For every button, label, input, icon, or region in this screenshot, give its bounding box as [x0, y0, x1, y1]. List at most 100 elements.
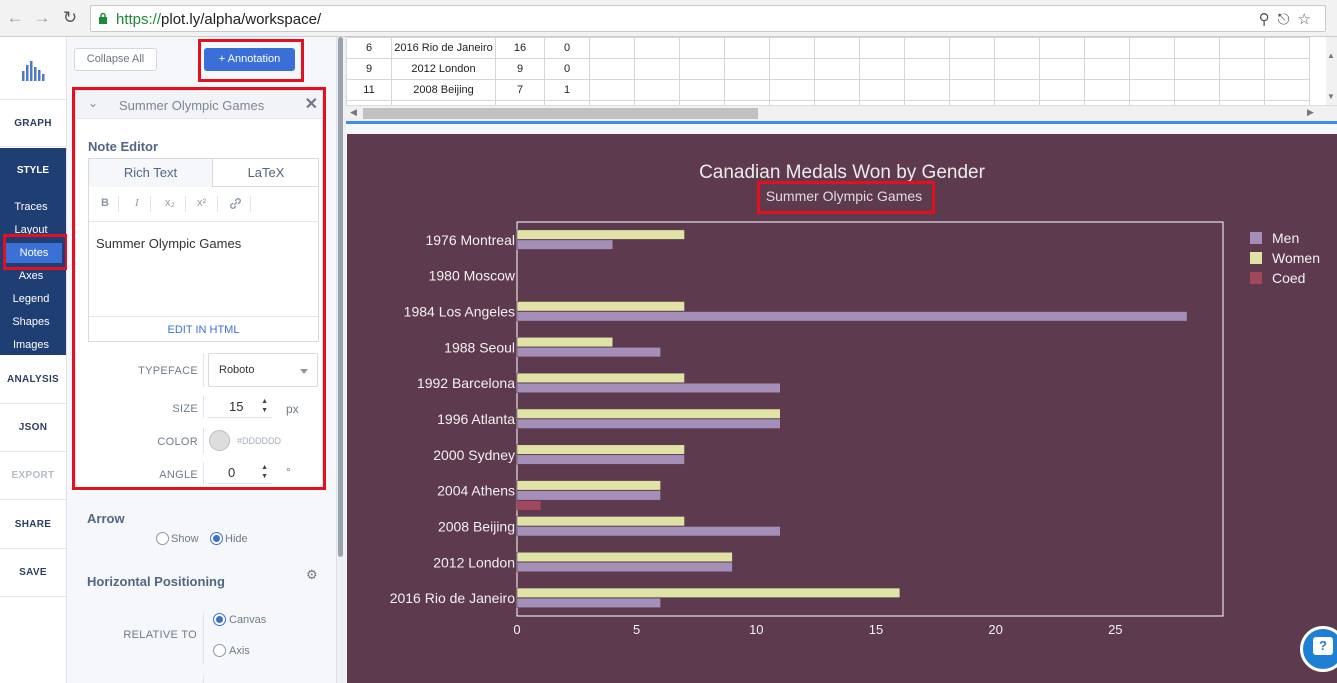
size-stepper[interactable]: 15 ▲ ▼: [208, 398, 272, 418]
grid-cell[interactable]: [1174, 58, 1220, 80]
grid-cell[interactable]: [769, 79, 815, 101]
rail-analysis-button[interactable]: ANALYSIS: [0, 356, 66, 404]
grid-cell[interactable]: [904, 79, 950, 101]
grid-cell[interactable]: [1084, 58, 1130, 80]
grid-cell[interactable]: [1039, 58, 1085, 80]
grid-cell[interactable]: [724, 79, 770, 101]
grid-cell[interactable]: [1219, 79, 1265, 101]
style-item-notes[interactable]: Notes: [6, 243, 62, 263]
grid-cell[interactable]: 9: [495, 58, 545, 80]
grid-cell[interactable]: [859, 79, 905, 101]
style-item-shapes[interactable]: Shapes: [12, 316, 50, 328]
grid-cell[interactable]: [769, 58, 815, 80]
chart-area[interactable]: Canadian Medals Won by Gender Summer Olym…: [347, 134, 1337, 683]
grid-cell[interactable]: [1219, 58, 1265, 80]
star-icon[interactable]: ☆: [1297, 11, 1319, 28]
color-hex-value[interactable]: #DDDDDD: [237, 436, 282, 446]
forward-icon[interactable]: →: [33, 8, 51, 27]
grid-cell[interactable]: [1219, 37, 1265, 59]
grid-cell[interactable]: [949, 37, 995, 59]
rail-save-button[interactable]: SAVE: [0, 549, 66, 597]
grid-cell[interactable]: [949, 58, 995, 80]
grid-cell[interactable]: 0: [544, 37, 590, 59]
extension-icon[interactable]: ⎋: [1277, 11, 1298, 28]
relative-axis-label[interactable]: Axis: [229, 645, 250, 657]
add-annotation-button[interactable]: + Annotation: [204, 48, 295, 71]
grid-cell[interactable]: [634, 58, 680, 80]
typeface-select[interactable]: Roboto: [208, 353, 318, 387]
style-item-axes[interactable]: Axes: [18, 270, 44, 282]
grid-cell[interactable]: [814, 79, 860, 101]
style-item-legend[interactable]: Legend: [12, 293, 50, 305]
style-item-layout[interactable]: Layout: [14, 224, 48, 236]
superscript-button[interactable]: x²: [197, 197, 207, 209]
rail-json-button[interactable]: JSON: [0, 404, 66, 452]
grid-cell[interactable]: [859, 58, 905, 80]
grid-cell[interactable]: [1129, 79, 1175, 101]
style-item-images[interactable]: Images: [12, 339, 50, 351]
close-icon[interactable]: ✕: [304, 96, 318, 113]
rail-graph-button[interactable]: GRAPH: [0, 99, 66, 147]
resize-divider[interactable]: [346, 121, 1337, 124]
scroll-right-icon[interactable]: ▶: [1307, 107, 1314, 117]
arrow-show-radio[interactable]: [156, 532, 169, 545]
arrow-hide-radio[interactable]: [210, 532, 223, 545]
grid-cell[interactable]: [994, 79, 1040, 101]
grid-cell[interactable]: [814, 58, 860, 80]
grid-cell[interactable]: 16: [495, 37, 545, 59]
grid-cell[interactable]: 0: [544, 58, 590, 80]
scroll-down-icon[interactable]: ▼: [1327, 92, 1335, 101]
grid-cell[interactable]: 7: [495, 79, 545, 101]
grid-horizontal-scrollbar[interactable]: ◀ ▶: [346, 105, 1337, 121]
angle-stepper[interactable]: 0 ▲ ▼: [208, 464, 272, 484]
grid-cell[interactable]: 2012 London: [391, 58, 496, 80]
grid-cell[interactable]: [1084, 37, 1130, 59]
grid-cell[interactable]: [1039, 79, 1085, 101]
style-item-traces[interactable]: Traces: [14, 201, 48, 213]
grid-cell[interactable]: 2008 Beijing: [391, 79, 496, 101]
grid-cell[interactable]: [634, 37, 680, 59]
grid-cell[interactable]: [994, 37, 1040, 59]
link-icon[interactable]: [228, 196, 243, 211]
grid-cell[interactable]: [1129, 37, 1175, 59]
note-header[interactable]: ⌄ Summer Olympic Games ✕: [76, 91, 322, 119]
bold-button[interactable]: B: [101, 197, 109, 209]
back-icon[interactable]: ←: [6, 8, 24, 27]
edit-in-html-link[interactable]: EDIT IN HTML: [89, 316, 318, 343]
grid-cell[interactable]: [1264, 37, 1310, 59]
collapse-all-button[interactable]: Collapse All: [74, 48, 157, 71]
help-chat-button[interactable]: ?: [1300, 626, 1337, 672]
grid-cell[interactable]: 6: [346, 37, 392, 59]
relative-canvas-radio[interactable]: [213, 613, 226, 626]
grid-vertical-scrollbar[interactable]: ▲ ▼: [1326, 37, 1337, 105]
color-swatch[interactable]: [209, 430, 230, 451]
reload-icon[interactable]: ↻: [62, 8, 78, 27]
panel-scrollbar[interactable]: [336, 37, 346, 683]
grid-cell[interactable]: [904, 37, 950, 59]
arrow-show-label[interactable]: Show: [171, 533, 199, 545]
tab-latex[interactable]: LaTeX: [213, 159, 319, 187]
rail-style-button[interactable]: STYLE: [16, 165, 50, 176]
grid-cell[interactable]: [1174, 79, 1220, 101]
grid-cell[interactable]: [589, 58, 635, 80]
scroll-left-icon[interactable]: ◀: [350, 107, 357, 117]
grid-cell[interactable]: [1264, 79, 1310, 101]
grid-cell[interactable]: [1174, 37, 1220, 59]
grid-cell[interactable]: [769, 37, 815, 59]
grid-cell[interactable]: [859, 37, 905, 59]
grid-cell[interactable]: [1039, 37, 1085, 59]
gear-icon[interactable]: ⚙: [306, 567, 318, 582]
rail-share-button[interactable]: SHARE: [0, 501, 66, 549]
grid-cell[interactable]: [1264, 58, 1310, 80]
tab-rich-text[interactable]: Rich Text: [89, 159, 213, 187]
grid-cell[interactable]: [679, 58, 725, 80]
grid-cell[interactable]: [679, 79, 725, 101]
address-bar[interactable]: https://plot.ly/alpha/workspace/ ⚲⎋☆: [90, 5, 1326, 32]
chevron-down-icon[interactable]: ⌄: [88, 96, 99, 110]
grid-cell[interactable]: [994, 58, 1040, 80]
grid-cell[interactable]: 2016 Rio de Janeiro: [391, 37, 496, 59]
grid-cell[interactable]: [814, 37, 860, 59]
grid-cell[interactable]: 9: [346, 58, 392, 80]
zoom-icon[interactable]: ⚲: [1258, 11, 1278, 28]
grid-cell[interactable]: [949, 79, 995, 101]
